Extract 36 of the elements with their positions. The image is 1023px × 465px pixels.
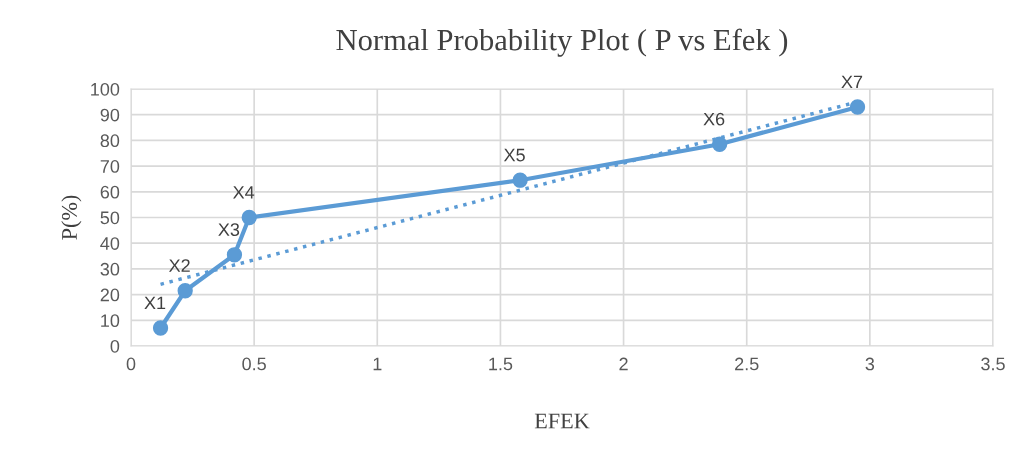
point xyxy=(711,136,728,152)
y-tick-label: 50 xyxy=(100,211,120,225)
data-label: X6 xyxy=(703,112,725,126)
y-tick-label: 90 xyxy=(100,108,120,122)
point xyxy=(849,99,866,115)
y-tick-label: 10 xyxy=(101,314,120,328)
y-tick-label: 100 xyxy=(91,82,120,96)
data-label: X5 xyxy=(503,148,525,162)
point xyxy=(152,320,169,336)
x-tick-label: 0 xyxy=(126,357,136,371)
y-tick-label: 30 xyxy=(100,262,120,276)
data-label: X1 xyxy=(144,296,166,310)
point xyxy=(512,172,528,188)
x-tick-label: 1 xyxy=(373,357,382,371)
y-tick-label: 70 xyxy=(100,160,120,173)
data-label: X2 xyxy=(168,259,190,272)
chart-title: Normal Probability Plot ( P vs Efek ) xyxy=(336,28,788,57)
x-tick-label: 1.5 xyxy=(489,357,513,371)
x-tick-label: 0.5 xyxy=(242,357,266,371)
point xyxy=(241,209,257,226)
x-axis-title: EFEK xyxy=(534,413,590,429)
y-tick-label: 80 xyxy=(100,134,120,148)
data-label: X4 xyxy=(233,186,255,199)
data-label: X3 xyxy=(218,223,240,236)
y-tick-label: 40 xyxy=(100,237,120,250)
x-tick-label: 2 xyxy=(619,357,628,371)
point xyxy=(177,283,193,299)
y-tick-label: 20 xyxy=(100,288,120,302)
point xyxy=(226,247,243,263)
y-tick-label: 60 xyxy=(100,185,120,199)
data-label: X7 xyxy=(841,75,863,89)
y-tick-label: 0 xyxy=(110,339,120,353)
x-tick-label: 3.5 xyxy=(981,357,1005,371)
y-axis-title: P(%) xyxy=(61,195,82,240)
x-tick-label: 3 xyxy=(865,357,875,371)
x-tick-label: 2.5 xyxy=(735,357,759,371)
